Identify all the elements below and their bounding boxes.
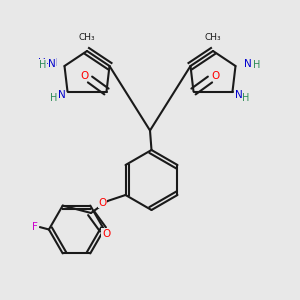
Text: N: N: [48, 58, 56, 69]
Text: O: O: [102, 229, 110, 239]
Text: F: F: [32, 221, 38, 232]
Text: H-N: H-N: [38, 58, 58, 68]
Text: CH₃: CH₃: [205, 33, 221, 42]
Text: H: H: [254, 59, 261, 70]
Text: H: H: [39, 59, 46, 70]
Text: N: N: [244, 58, 252, 69]
Text: N: N: [58, 90, 65, 100]
Text: O: O: [211, 71, 219, 81]
Text: N: N: [235, 90, 242, 100]
Text: H: H: [50, 92, 58, 103]
Text: CH₃: CH₃: [79, 33, 95, 42]
Text: O: O: [99, 197, 107, 208]
Text: O: O: [81, 71, 89, 81]
Text: H: H: [242, 92, 250, 103]
